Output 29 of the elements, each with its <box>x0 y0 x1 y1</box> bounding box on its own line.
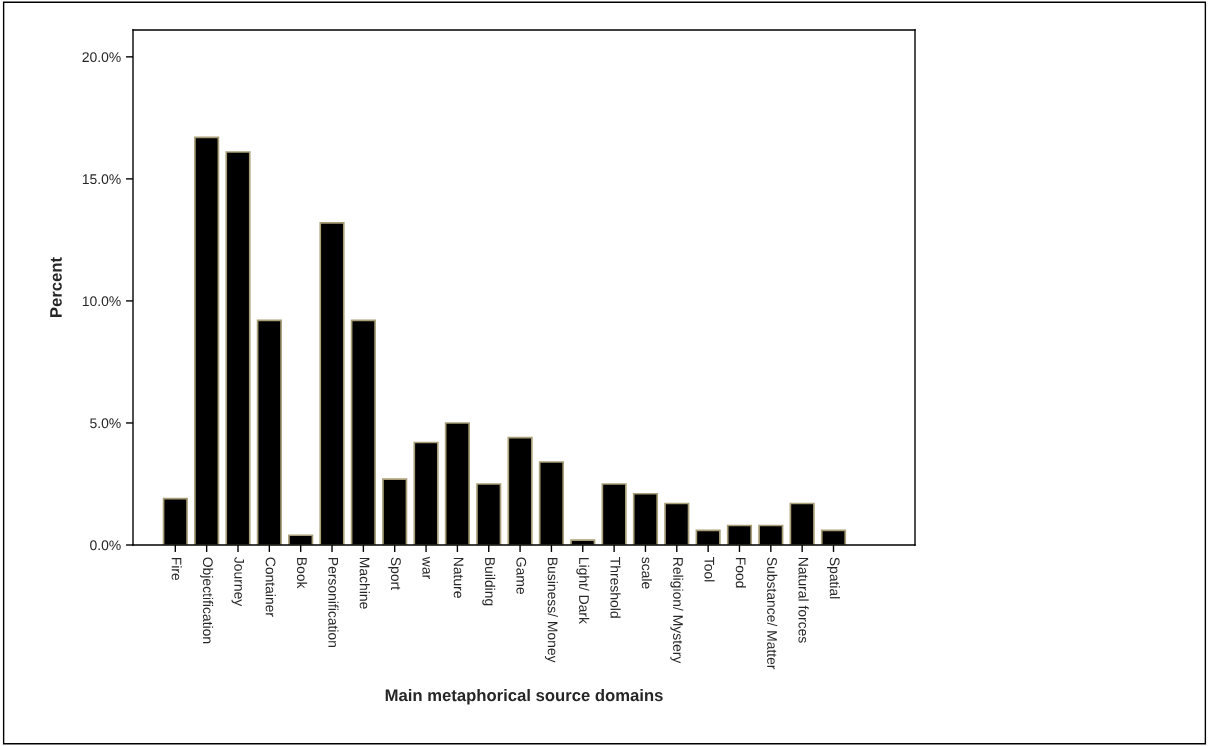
x-tick-label: Game <box>516 557 527 595</box>
x-tick-label: Objectification <box>200 557 214 644</box>
x-tick-label: Religion/ Mystery <box>670 557 684 664</box>
x-tick-label: Journey <box>231 557 244 607</box>
x-tick-label: Spatial <box>827 557 840 599</box>
x-tick-label: Business/ Money <box>544 557 558 663</box>
x-tick-label: Personification <box>328 557 339 647</box>
x-tick-label: Container <box>265 557 276 617</box>
x-tick-label: war <box>422 556 430 579</box>
y-tick-label: 0.0% <box>90 540 121 551</box>
x-tick-label: Nature <box>453 557 464 598</box>
x-axis-title: Main metaphorical source domains <box>385 688 663 705</box>
x-tick-label: Machine <box>359 557 370 609</box>
x-tick-label: Building <box>482 557 496 606</box>
x-tick-label: Tool <box>704 557 715 582</box>
x-tick-label: Light/ Dark <box>576 557 590 624</box>
x-tick-label: scale <box>641 557 652 589</box>
y-tick-label: 20.0% <box>82 52 121 63</box>
x-tick-label: Threshold <box>610 557 621 618</box>
x-tick-label: Book <box>296 557 308 589</box>
y-tick-label: 15.0% <box>82 174 121 185</box>
y-tick-label: 10.0% <box>82 296 121 307</box>
x-tick-label: Substance/ Matter <box>767 557 778 670</box>
x-tick-label: Sport <box>388 557 401 590</box>
y-axis-title: Percent <box>50 257 62 317</box>
x-tick-label: Food <box>735 557 746 588</box>
x-tick-label: Fire <box>171 557 182 581</box>
x-tick-label: Natural forces <box>798 557 809 643</box>
y-tick-label: 5.0% <box>90 418 121 429</box>
